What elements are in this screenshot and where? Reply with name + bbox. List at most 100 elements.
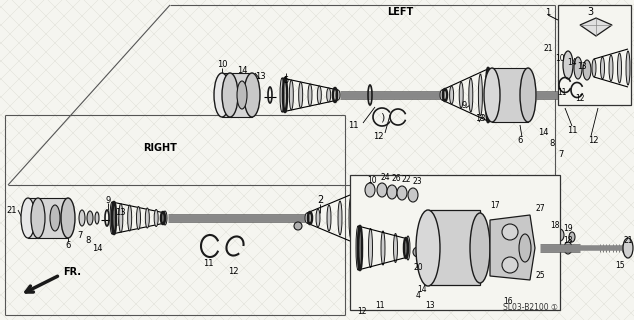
Text: 6: 6	[65, 241, 70, 250]
Ellipse shape	[336, 90, 340, 100]
Ellipse shape	[136, 206, 141, 229]
Ellipse shape	[163, 211, 167, 225]
Text: 26: 26	[391, 173, 401, 182]
Text: 16: 16	[503, 298, 513, 307]
Text: 11: 11	[375, 300, 385, 309]
Ellipse shape	[626, 51, 630, 85]
Ellipse shape	[488, 70, 492, 120]
Text: 14: 14	[538, 127, 548, 137]
Text: 14: 14	[567, 58, 577, 67]
Polygon shape	[428, 210, 480, 285]
Ellipse shape	[280, 78, 284, 112]
Ellipse shape	[244, 73, 260, 117]
Ellipse shape	[408, 188, 418, 202]
Ellipse shape	[318, 86, 321, 104]
Ellipse shape	[377, 183, 387, 197]
Ellipse shape	[110, 202, 114, 234]
Text: 7: 7	[559, 149, 564, 158]
Ellipse shape	[127, 205, 132, 231]
Ellipse shape	[294, 222, 302, 230]
Ellipse shape	[469, 78, 473, 112]
Ellipse shape	[450, 86, 453, 104]
Text: ): )	[380, 112, 384, 122]
Text: 10: 10	[217, 60, 227, 68]
Ellipse shape	[623, 238, 633, 258]
Ellipse shape	[470, 213, 490, 283]
Text: 14: 14	[236, 66, 247, 75]
Text: 13: 13	[425, 301, 435, 310]
Text: 13: 13	[577, 61, 587, 70]
Ellipse shape	[360, 193, 364, 243]
Text: 24: 24	[380, 172, 390, 181]
Ellipse shape	[21, 198, 35, 238]
Text: 10: 10	[555, 53, 565, 62]
Ellipse shape	[87, 211, 93, 225]
Ellipse shape	[520, 68, 536, 122]
Text: 11: 11	[557, 87, 567, 97]
Ellipse shape	[289, 80, 294, 110]
Text: 8: 8	[86, 236, 91, 244]
Polygon shape	[28, 198, 68, 238]
Text: 11: 11	[348, 121, 358, 130]
Ellipse shape	[479, 74, 482, 116]
Ellipse shape	[564, 242, 572, 254]
Text: 11: 11	[203, 259, 213, 268]
Text: 19: 19	[563, 223, 573, 233]
Polygon shape	[492, 68, 528, 122]
Ellipse shape	[583, 60, 591, 80]
Ellipse shape	[397, 186, 407, 200]
Text: 5: 5	[283, 76, 288, 84]
Ellipse shape	[299, 82, 302, 108]
Text: 12: 12	[373, 132, 383, 140]
Ellipse shape	[413, 247, 423, 257]
Ellipse shape	[327, 205, 331, 231]
Ellipse shape	[61, 198, 75, 238]
Text: 9: 9	[462, 100, 467, 109]
Text: 4: 4	[415, 291, 420, 300]
Ellipse shape	[145, 208, 150, 228]
Text: 12: 12	[357, 308, 366, 316]
Text: 13: 13	[475, 114, 485, 123]
Ellipse shape	[394, 234, 398, 262]
Text: LEFT: LEFT	[387, 7, 413, 17]
Ellipse shape	[95, 212, 99, 224]
Ellipse shape	[305, 213, 309, 223]
Ellipse shape	[214, 73, 230, 117]
Text: 23: 23	[412, 177, 422, 186]
Text: 9: 9	[105, 196, 110, 204]
Ellipse shape	[459, 82, 463, 108]
Text: 1: 1	[545, 7, 550, 17]
Ellipse shape	[563, 51, 573, 79]
Text: 11: 11	[567, 125, 577, 134]
Ellipse shape	[502, 224, 518, 240]
Ellipse shape	[154, 210, 158, 227]
Text: 7: 7	[77, 230, 82, 239]
Ellipse shape	[349, 197, 353, 239]
Text: FR.: FR.	[63, 267, 81, 277]
Ellipse shape	[316, 209, 320, 227]
Ellipse shape	[368, 228, 373, 268]
Text: 14: 14	[417, 285, 427, 294]
Text: 21: 21	[543, 44, 553, 52]
Ellipse shape	[50, 205, 60, 231]
Text: 27: 27	[535, 204, 545, 212]
Ellipse shape	[327, 88, 331, 102]
Ellipse shape	[502, 257, 518, 273]
Ellipse shape	[574, 57, 582, 79]
Ellipse shape	[406, 236, 410, 260]
Text: 15: 15	[615, 260, 625, 269]
Ellipse shape	[416, 210, 440, 286]
Ellipse shape	[381, 231, 385, 265]
Text: 14: 14	[92, 244, 102, 252]
Ellipse shape	[31, 198, 45, 238]
Bar	[558, 5, 631, 105]
Text: 21: 21	[623, 236, 633, 244]
Text: 21: 21	[7, 205, 17, 214]
Polygon shape	[580, 18, 612, 36]
Text: 13: 13	[255, 71, 265, 81]
Ellipse shape	[440, 90, 444, 100]
Ellipse shape	[569, 232, 575, 242]
Ellipse shape	[556, 229, 564, 241]
Ellipse shape	[387, 185, 397, 199]
Ellipse shape	[222, 73, 238, 117]
